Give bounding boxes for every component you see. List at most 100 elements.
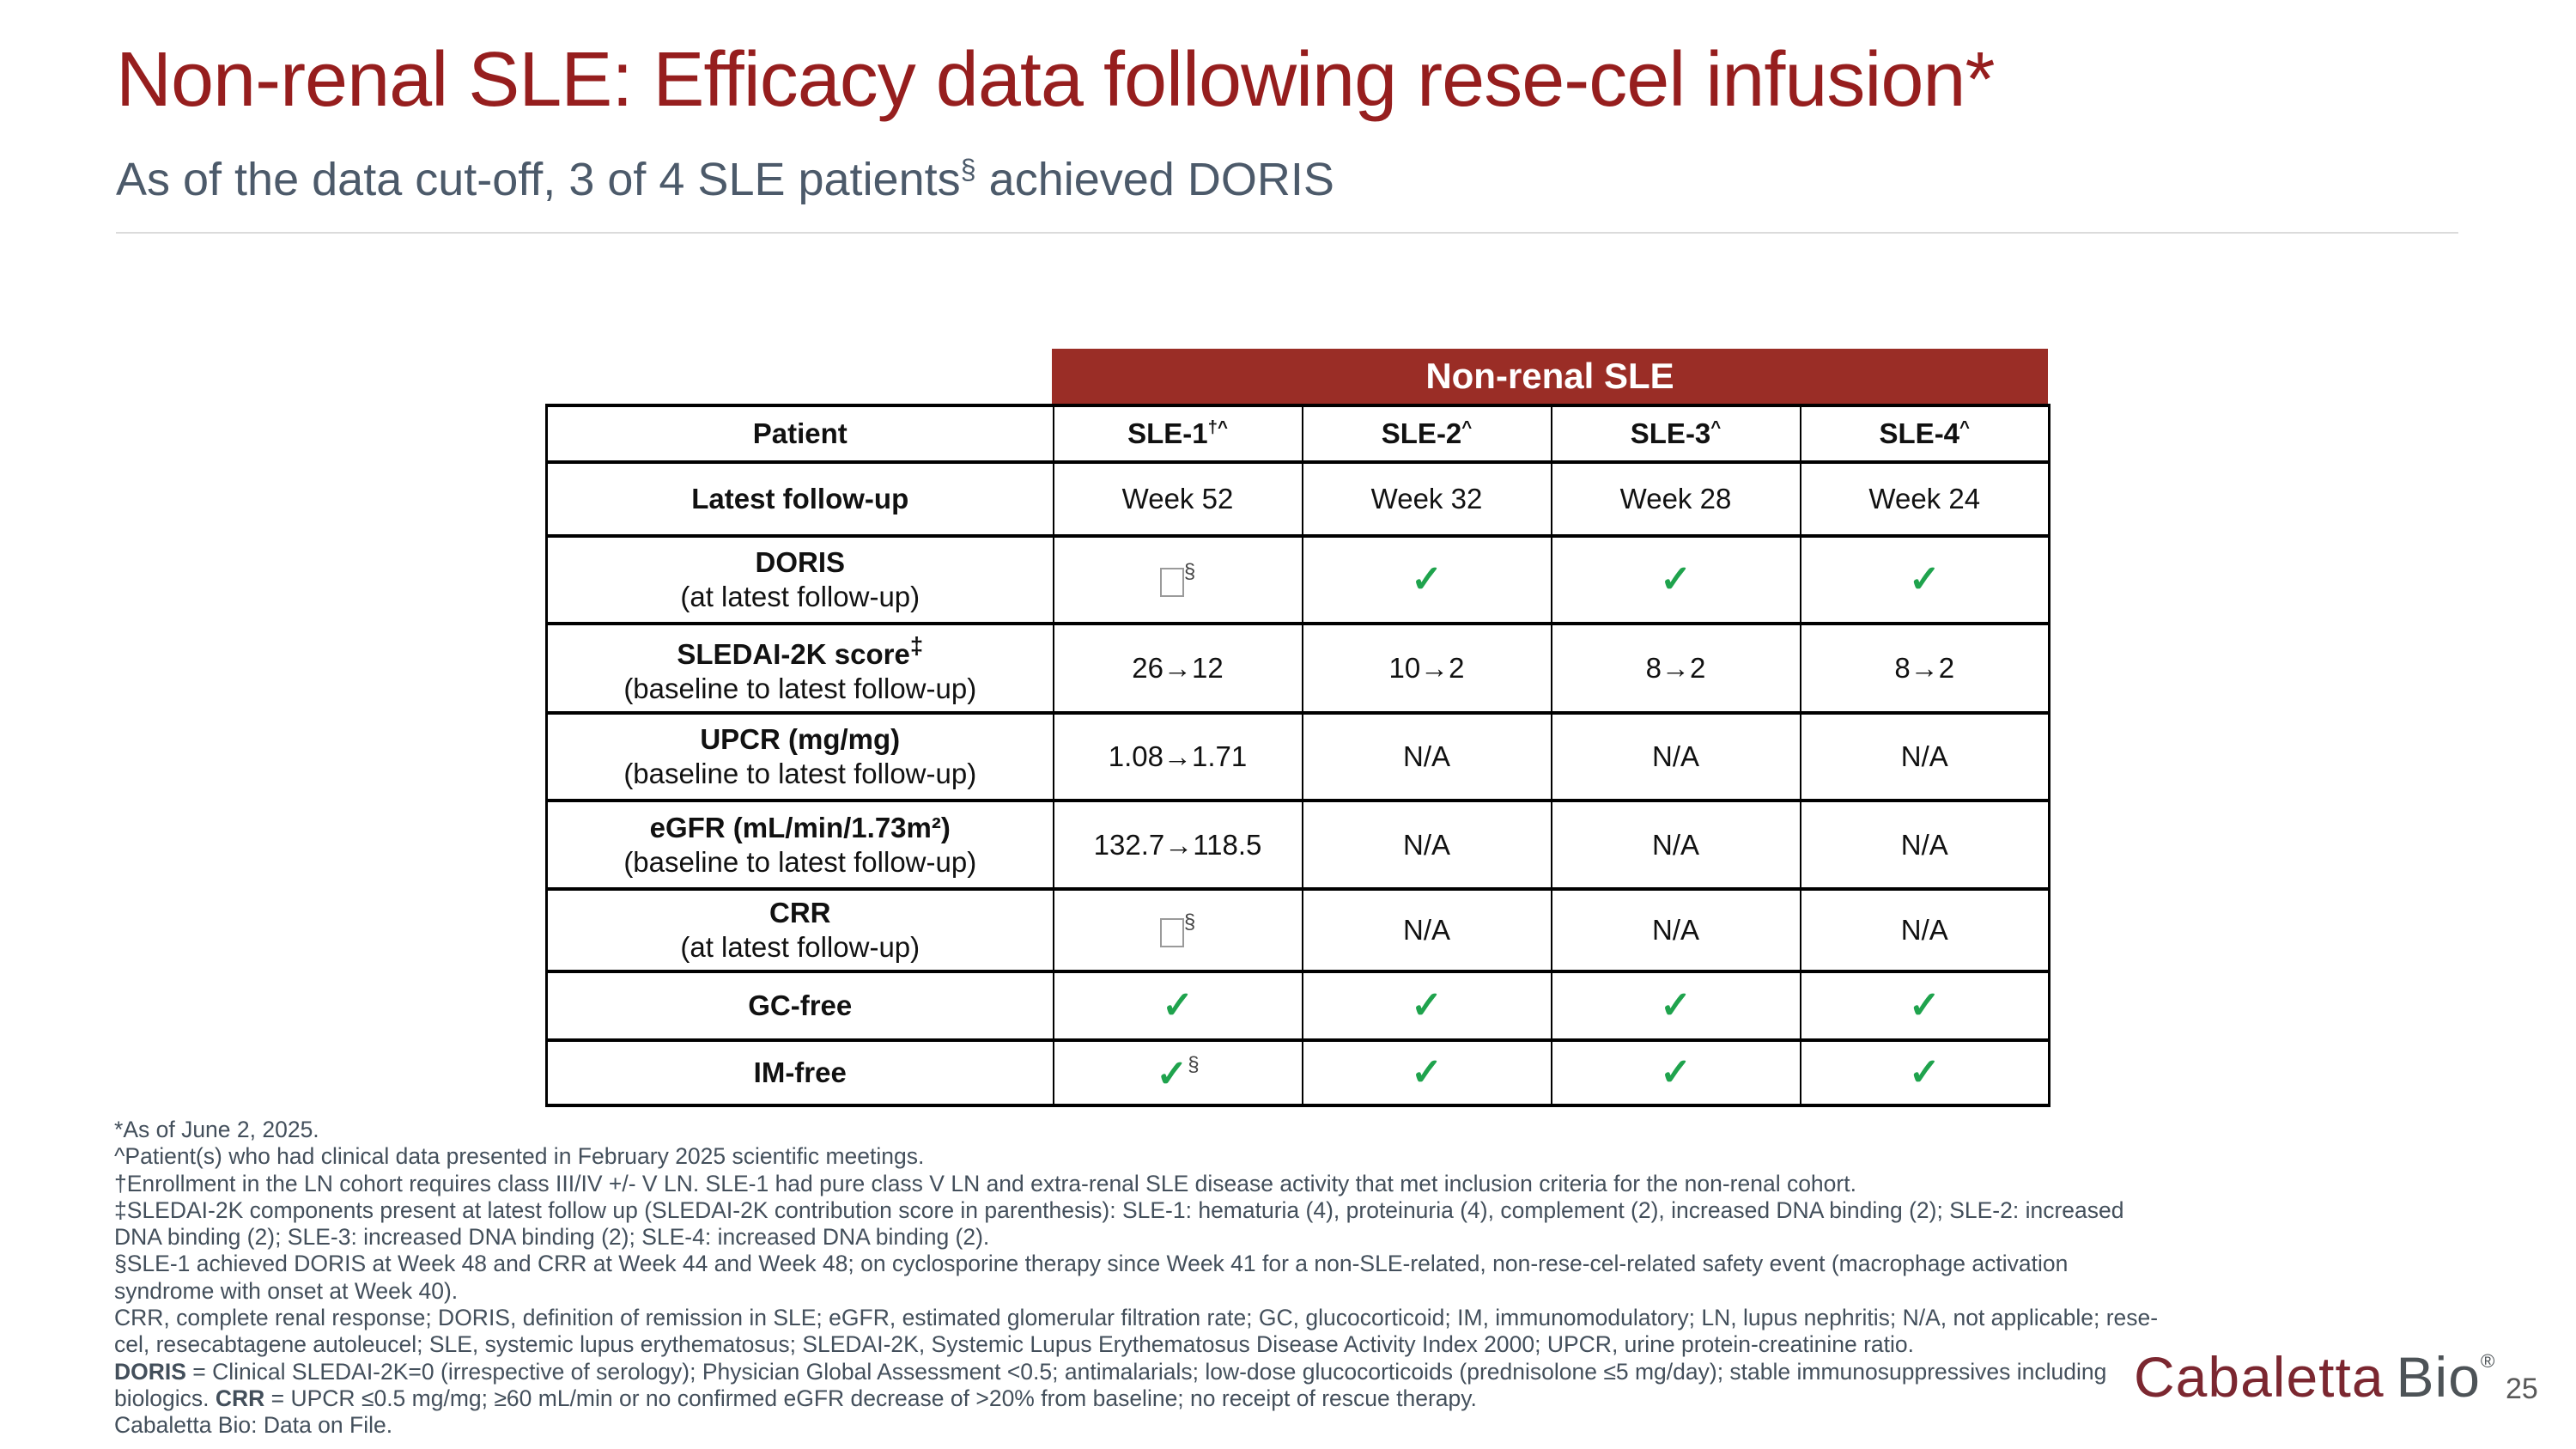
footnote-segment: †Enrollment in the LN cohort requires cl…	[114, 1170, 1856, 1196]
missing-glyph-box-icon	[1159, 917, 1184, 947]
table-row-latest-follow-up: Latest follow-up Week 52 Week 32 Week 28 Wee…	[545, 460, 2050, 538]
col-header-label: SLE-2	[1381, 417, 1462, 449]
cell-doris-sle-1: §	[1052, 534, 1303, 625]
row-label-text: IM-free	[753, 1056, 847, 1088]
cell-latest-follow-up-sle-4: Week 24	[1799, 460, 2050, 538]
cell-im-free-sle-4: ✓	[1799, 1038, 2050, 1107]
cell-gc-free-sle-3: ✓	[1550, 970, 1801, 1042]
not-applicable-label: N/A	[1402, 828, 1450, 861]
col-header-label: SLE-1	[1127, 417, 1208, 449]
cell-latest-follow-up-sle-3: Week 28	[1550, 460, 1801, 538]
page-number: 25	[2506, 1373, 2538, 1405]
row-label-text: DORIS	[755, 546, 845, 578]
footnote-line: §SLE-1 achieved DORIS at Week 48 and CRR…	[114, 1251, 2158, 1277]
cell-gc-free-sle-2: ✓	[1301, 970, 1552, 1042]
cell-im-free-sle-1: ✓§	[1052, 1038, 1303, 1107]
not-applicable-label: N/A	[1651, 740, 1699, 772]
footnote-segment: *As of June 2, 2025.	[114, 1117, 319, 1142]
row-label-crr: CRR (at latest follow-up)	[545, 887, 1054, 973]
row-label-text: GC-free	[748, 989, 853, 1021]
row-label-text: CRR	[769, 897, 831, 928]
cell-upcr-sle-3: N/A	[1550, 711, 1801, 802]
row-label-sub: (at latest follow-up)	[680, 931, 920, 963]
col-header-footnote-marks: ^	[1710, 417, 1722, 437]
checkmark-icon: ✓	[1411, 984, 1443, 1026]
subtitle-text-continued: achieved DORIS	[975, 154, 1334, 205]
cell-im-free-sle-3: ✓	[1550, 1038, 1801, 1107]
footnote-line: ‡SLEDAI-2K components present at latest …	[114, 1197, 2158, 1224]
row-label-upcr: UPCR (mg/mg) (baseline to latest follow-u…	[545, 711, 1054, 802]
not-applicable-label: N/A	[1651, 828, 1699, 861]
cabaletta-bio-logo: Cabaletta Bio®	[2134, 1344, 2495, 1409]
subtitle-section-mark: §	[960, 154, 976, 185]
slide-subtitle: As of the data cut-off, 3 of 4 SLE patie…	[116, 153, 2469, 206]
checkmark-icon: ✓	[1411, 1051, 1443, 1093]
col-header-sle-4: SLE-4^	[1799, 404, 2050, 464]
table-body: Latest follow-up Week 52 Week 32 Week 28 Wee…	[545, 460, 2050, 1107]
row-label-text: Latest follow-up	[691, 483, 909, 514]
table-row-sledai-2k-score: SLEDAI-2K score‡ (baseline to latest foll…	[545, 622, 2050, 715]
not-applicable-label: N/A	[1900, 914, 1948, 946]
footnote-segment: DORIS	[114, 1358, 186, 1385]
col-header-footnote-marks: ^	[1959, 417, 1970, 437]
footnote-line: DNA binding (2); SLE-3: increased DNA bi…	[114, 1224, 2158, 1251]
cell-doris-sle-2: ✓	[1301, 534, 1552, 625]
cell-upcr-sle-4: N/A	[1799, 711, 2050, 802]
row-label-text: eGFR (mL/min/1.73m²)	[649, 811, 951, 843]
row-label-main: GC-free	[555, 989, 1046, 1022]
registered-trademark-icon: ®	[2480, 1350, 2496, 1372]
row-label-footnote-mark: ‡	[909, 631, 924, 659]
row-label-text: UPCR (mg/mg)	[700, 723, 901, 755]
cell-crr-sle-3: N/A	[1550, 887, 1801, 973]
row-label-im-free: IM-free	[545, 1038, 1054, 1107]
row-label-sub: (at latest follow-up)	[680, 581, 920, 612]
footnote-segment: ^Patient(s) who had clinical data presen…	[114, 1143, 925, 1170]
checkmark-icon: ✓	[1660, 984, 1692, 1026]
cell-crr-sle-2: N/A	[1301, 887, 1552, 973]
footnote-segment: Cabaletta Bio: Data on File.	[114, 1412, 393, 1439]
row-label-egfr: eGFR (mL/min/1.73m²) (baseline to latest …	[545, 799, 1054, 891]
cell-footnote-mark: §	[1188, 1052, 1200, 1076]
row-label-main: DORIS	[555, 546, 1046, 579]
row-label-sub: (baseline to latest follow-up)	[623, 672, 977, 704]
row-label-main: IM-free	[555, 1056, 1046, 1089]
not-applicable-label: N/A	[1900, 740, 1948, 772]
footnote-line: *As of June 2, 2025.	[114, 1117, 2158, 1143]
checkmark-icon: ✓	[1156, 1052, 1188, 1095]
row-label-text: SLEDAI-2K score	[677, 637, 910, 670]
row-label-main: SLEDAI-2K score‡	[555, 632, 1046, 671]
col-header-footnote-marks: †^	[1207, 417, 1228, 437]
cell-egfr-sle-3: N/A	[1550, 799, 1801, 891]
footnote-line: ^Patient(s) who had clinical data presen…	[114, 1143, 2158, 1170]
footnote-segment: = Clinical SLEDAI-2K=0 (irrespective of …	[185, 1358, 2107, 1385]
footnote-segment: CRR, complete renal response; DORIS, def…	[114, 1305, 2159, 1331]
cell-value: Week 52	[1121, 483, 1234, 514]
col-header-sle-3: SLE-3^	[1550, 404, 1801, 464]
col-header-label: Patient	[752, 417, 848, 449]
row-label-main: eGFR (mL/min/1.73m²)	[555, 812, 1046, 844]
row-label-main: Latest follow-up	[555, 483, 1046, 515]
missing-glyph-box-icon	[1159, 567, 1184, 597]
col-header-sle-1: SLE-1†^	[1052, 404, 1303, 464]
footnote-segment: CRR	[215, 1385, 265, 1411]
cell-value: 26→12	[1132, 652, 1224, 684]
not-applicable-label: N/A	[1402, 914, 1450, 946]
cell-crr-sle-4: N/A	[1799, 887, 2050, 973]
cell-latest-follow-up-sle-1: Week 52	[1052, 460, 1303, 538]
footnote-segment: = UPCR ≤0.5 mg/mg; ≥60 mL/min or no conf…	[264, 1385, 1477, 1411]
checkmark-icon: ✓	[1660, 558, 1692, 600]
table-row-crr: CRR (at latest follow-up) § N/A N/A N/A	[545, 887, 2050, 973]
col-header-label: SLE-3	[1630, 417, 1711, 449]
cell-value: Week 24	[1868, 483, 1981, 514]
cell-value: Week 28	[1619, 483, 1732, 514]
footnote-segment: §SLE-1 achieved DORIS at Week 48 and CRR…	[114, 1251, 2069, 1277]
footnote-line: biologics. CRR = UPCR ≤0.5 mg/mg; ≥60 mL…	[114, 1385, 2158, 1412]
footnote-line: †Enrollment in the LN cohort requires cl…	[114, 1171, 2158, 1197]
cell-egfr-sle-1: 132.7→118.5	[1052, 799, 1303, 891]
footnote-line: DORIS = Clinical SLEDAI-2K=0 (irrespecti…	[114, 1359, 2158, 1385]
not-applicable-label: N/A	[1651, 914, 1699, 946]
footnote-segment: cel, resecabtagene autoleucel; SLE, syst…	[114, 1331, 1914, 1358]
cell-value: Week 32	[1370, 483, 1483, 514]
checkmark-icon: ✓	[1908, 1051, 1941, 1093]
row-label-main: UPCR (mg/mg)	[555, 723, 1046, 756]
